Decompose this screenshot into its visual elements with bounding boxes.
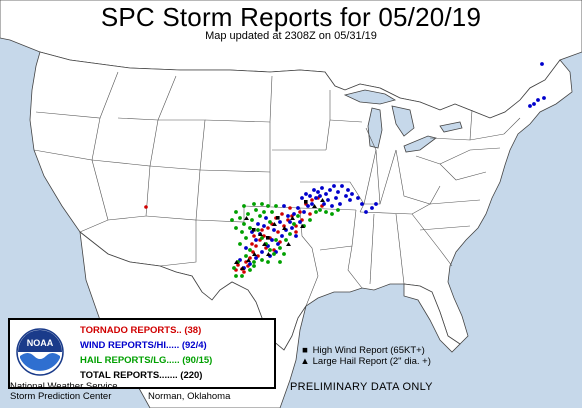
lake-superior	[343, 89, 397, 105]
noaa-logo-text: NOAA	[27, 338, 54, 348]
legend-wind: WIND REPORTS/HI..... (92/4)	[80, 340, 207, 351]
high-wind-symbol: ■	[302, 345, 308, 356]
map-updated-text: Map updated at 2308Z on 05/31/19	[205, 30, 377, 42]
lake-michigan	[367, 107, 383, 149]
legend-rows: TORNADO REPORTS.. (38) WIND REPORTS/HI..…	[80, 323, 212, 383]
large-hail-label: Large Hail Report (2" dia. +)	[312, 356, 431, 367]
florida-landmass	[403, 283, 461, 353]
noaa-logo: NOAA	[16, 328, 64, 376]
legend-tornado: TORNADO REPORTS.. (38)	[80, 325, 202, 336]
hail-reports	[230, 202, 340, 278]
lake-huron	[391, 105, 415, 137]
legend-box: NOAA TORNADO REPORTS.. (38) WIND REPORTS…	[8, 318, 276, 389]
agency-nws: National Weather Service	[10, 381, 118, 392]
preliminary-notice: PRELIMINARY DATA ONLY	[290, 381, 433, 393]
large-hail-reports	[234, 198, 325, 270]
agency-spc: Storm Prediction Center	[10, 391, 112, 402]
key-high-wind: ■ High Wind Report (65KT+)	[300, 345, 425, 356]
state-borders	[33, 71, 521, 307]
key-large-hail: ▲ Large Hail Report (2" dia. +)	[300, 356, 431, 367]
lake-ontario	[439, 121, 463, 133]
legend-hail: HAIL REPORTS/LG..... (90/15)	[80, 355, 213, 366]
agency-location: Norman, Oklahoma	[148, 391, 231, 402]
map-title: SPC Storm Reports for 05/20/19	[100, 2, 482, 32]
large-hail-symbol: ▲	[300, 356, 310, 367]
high-wind-label: High Wind Report (65KT+)	[312, 345, 425, 356]
lake-erie	[403, 135, 437, 153]
high-wind-reports	[252, 200, 308, 240]
legend-total: TOTAL REPORTS....... (220)	[80, 370, 203, 381]
